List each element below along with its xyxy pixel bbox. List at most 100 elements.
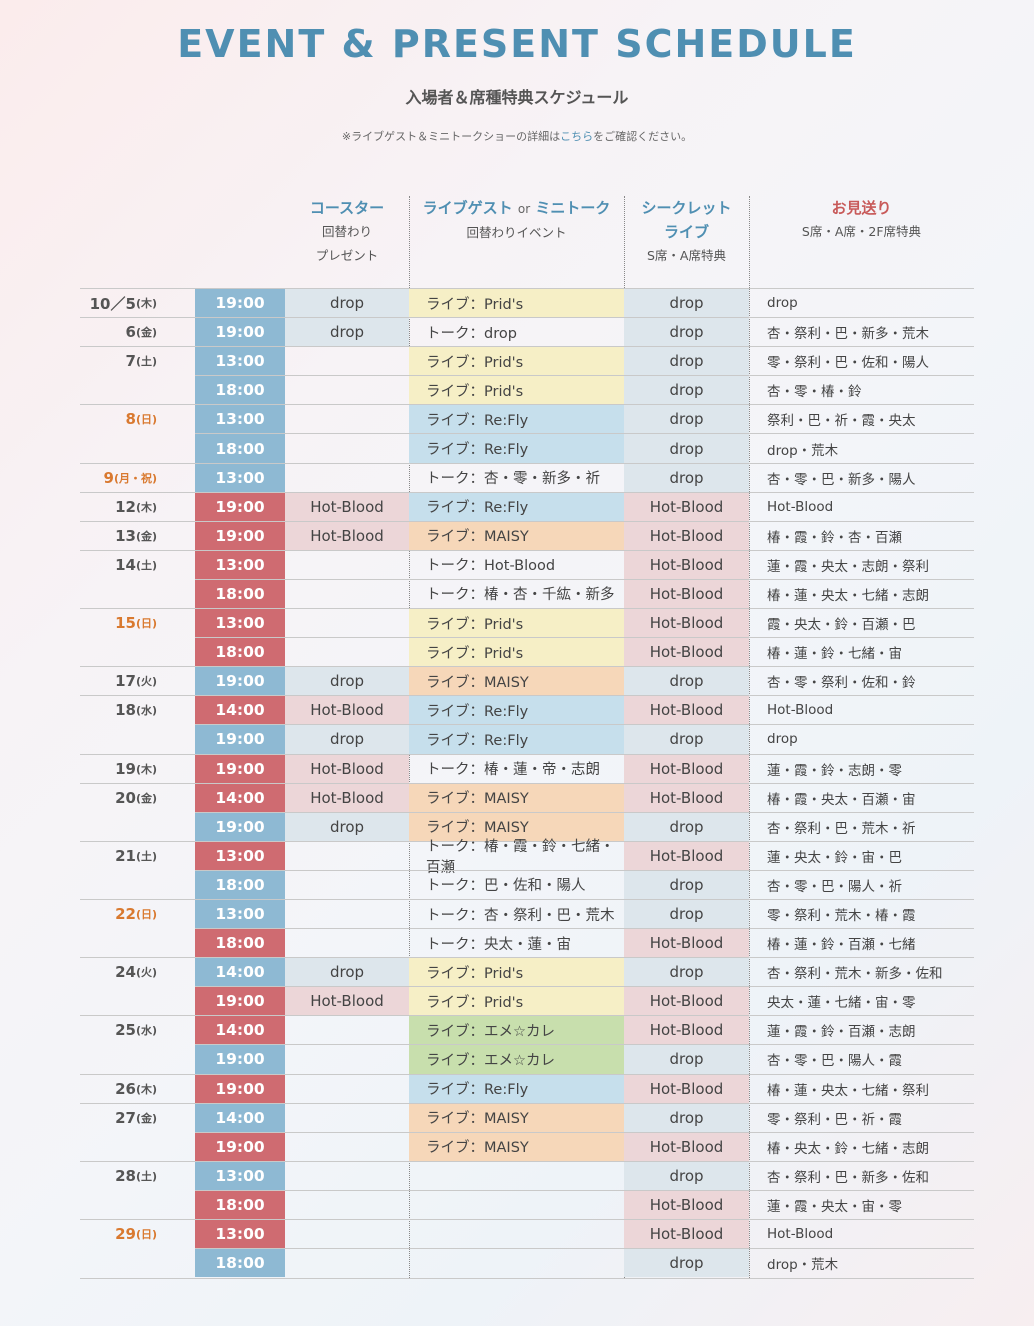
row-send-off: 蓮・霞・鈴・志朗・零 — [767, 762, 902, 779]
row-secret-live: Hot-Blood — [624, 550, 749, 579]
note-suffix: をご確認ください。 — [593, 130, 693, 143]
row-send-off: 杏・零・巴・陽人・霞 — [767, 1053, 902, 1070]
row-time: 13:00 — [195, 1220, 285, 1249]
page-subtitle: 入場者＆席種特典スケジュール — [405, 88, 629, 107]
row-secret-live: drop — [624, 1045, 749, 1074]
row-event — [409, 1162, 624, 1190]
row-event: トーク：椿・霞・鈴・七緒・百瀬 — [426, 838, 615, 876]
row-time: 19:00 — [195, 289, 285, 318]
row-event: トーク：椿・杏・千紘・新多 — [426, 587, 615, 604]
row-send-off: 椿・央太・鈴・七緒・志朗 — [767, 1140, 929, 1157]
row-coaster: Hot-Blood — [285, 987, 409, 1016]
row-date-weekday: (金) — [135, 1111, 157, 1125]
row-coaster — [285, 609, 409, 637]
row-time: 13:00 — [195, 609, 285, 638]
schedule-row: 18 (水) 14:00 Hot-Blood ライブ：Re:Fly Hot-Blood Ho… — [80, 695, 974, 725]
row-date-weekday: (金) — [135, 326, 157, 340]
schedule-row: 17 (火) 19:00 drop ライブ：MAISY drop 杏・零・祭利・佐和・鈴 — [80, 666, 974, 696]
schedule-row: 19:00 drop ライブ：Re:Fly drop drop — [80, 724, 974, 754]
schedule-row: 21 (土) 13:00 トーク：椿・霞・鈴・七緒・百瀬 Hot-Blood 蓮・央太・鈴… — [80, 838, 974, 876]
row-time: 19:00 — [195, 812, 285, 841]
row-date-weekday: (土) — [135, 1169, 157, 1183]
row-coaster — [285, 1249, 409, 1277]
schedule-row: 7 (土) 13:00 ライブ：Prid's drop 零・祭利・巴・佐和・陽人 — [80, 346, 974, 376]
row-event — [409, 1191, 624, 1219]
row-event: ライブ：エメ☆カレ — [409, 1016, 624, 1045]
row-time: 13:00 — [195, 1161, 285, 1190]
table-bottom-rule — [80, 1278, 974, 1279]
row-event: ライブ：MAISY — [409, 521, 624, 550]
column-divider — [749, 196, 750, 1278]
row-time: 14:00 — [195, 958, 285, 987]
header-coaster-sub1: 回替わり — [321, 224, 372, 239]
row-secret-live: drop — [624, 812, 749, 841]
row-secret-live: Hot-Blood — [624, 841, 749, 870]
row-event: ライブ：MAISY — [409, 1103, 624, 1132]
row-secret-live: drop — [624, 1249, 749, 1278]
row-send-off: 零・祭利・巴・祈・霞 — [767, 1111, 902, 1128]
row-secret-live: Hot-Blood — [624, 1190, 749, 1219]
header-coaster-sub2: プレゼント — [315, 248, 379, 263]
schedule-row: 19:00 drop ライブ：MAISY drop 杏・祭利・巴・荒木・祈 — [80, 811, 974, 841]
row-secret-live: drop — [624, 667, 749, 696]
row-date-weekday: (日) — [135, 617, 157, 631]
row-coaster: Hot-Blood — [285, 696, 409, 725]
row-date-weekday: (日) — [135, 908, 157, 922]
schedule-row: 18:00 ライブ：Re:Fly drop drop・荒木 — [80, 433, 974, 463]
row-event: トーク：央太・蓮・宙 — [426, 936, 571, 953]
row-event: トーク：杏・零・新多・祈 — [426, 471, 600, 488]
row-time: 18:00 — [195, 579, 285, 609]
row-date — [80, 929, 195, 957]
row-date-weekday: (金) — [135, 791, 157, 805]
schedule-row: 25 (水) 14:00 ライブ：エメ☆カレ Hot-Blood 蓮・霞・鈴・百瀬・志朗 — [80, 1015, 974, 1045]
schedule-row: 22 (日) 13:00 トーク：杏・祭利・巴・荒木 drop 零・祭利・荒木・椿・霞 — [80, 898, 974, 929]
row-time: 19:00 — [195, 754, 285, 783]
row-secret-live: Hot-Blood — [624, 521, 749, 550]
row-time: 18:00 — [195, 376, 285, 405]
row-event: ライブ：Prid's — [409, 289, 624, 318]
row-secret-live: drop — [624, 870, 749, 899]
row-date: 9 (月・祝) — [80, 464, 195, 492]
row-coaster — [285, 1133, 409, 1161]
row-date — [80, 638, 195, 666]
row-event: ライブ：Re:Fly — [409, 725, 624, 754]
row-date-weekday: (水) — [135, 1024, 157, 1038]
schedule-row: 6 (金) 19:00 drop トーク：drop drop 杏・祭利・巴・新多・荒木 — [80, 317, 974, 347]
row-send-off: drop — [767, 295, 798, 312]
schedule-row: 28 (土) 13:00 drop 杏・祭利・巴・新多・佐和 — [80, 1160, 974, 1190]
row-secret-live: drop — [624, 463, 749, 492]
row-date: 6 (金) — [80, 318, 195, 346]
row-secret-live: drop — [624, 347, 749, 376]
row-date-day: 12 — [115, 497, 136, 516]
row-date: 26 (木) — [80, 1075, 195, 1103]
row-secret-live: drop — [624, 289, 749, 318]
row-secret-live: Hot-Blood — [624, 638, 749, 667]
row-coaster — [285, 842, 409, 870]
row-send-off: 杏・祭利・巴・新多・佐和 — [767, 1169, 929, 1186]
row-secret-live: Hot-Blood — [624, 1074, 749, 1103]
row-event: ライブ：Prid's — [409, 347, 624, 376]
row-event: ライブ：Re:Fly — [409, 405, 624, 434]
row-time: 13:00 — [195, 899, 285, 929]
row-date-day: 17 — [115, 672, 136, 691]
row-date — [80, 987, 195, 1015]
row-date-day: 25 — [115, 1021, 136, 1040]
details-link[interactable]: こちら — [560, 130, 594, 143]
row-event: ライブ：Prid's — [409, 376, 624, 405]
row-date-day: 13 — [115, 526, 136, 545]
row-event: ライブ：Prid's — [409, 987, 624, 1016]
schedule-row: 19:00 ライブ：エメ☆カレ drop 杏・零・巴・陽人・霞 — [80, 1044, 974, 1074]
row-time: 19:00 — [195, 987, 285, 1016]
schedule-row: 18:00 ライブ：Prid's Hot-Blood 椿・蓮・鈴・七緒・宙 — [80, 637, 974, 667]
row-send-off: 杏・零・祭利・佐和・鈴 — [767, 675, 916, 692]
row-coaster: drop — [285, 725, 409, 754]
row-date — [80, 725, 195, 753]
row-coaster: Hot-Blood — [285, 783, 409, 812]
row-secret-live: drop — [624, 725, 749, 754]
row-secret-live: drop — [624, 1103, 749, 1132]
row-coaster — [285, 1045, 409, 1073]
row-date-day: 29 — [115, 1225, 136, 1244]
row-event: トーク：Hot-Blood — [426, 558, 556, 575]
row-date-weekday: (月・祝) — [113, 471, 157, 485]
header-secret: シークレット ライブ S席・A席特典 — [624, 196, 749, 286]
